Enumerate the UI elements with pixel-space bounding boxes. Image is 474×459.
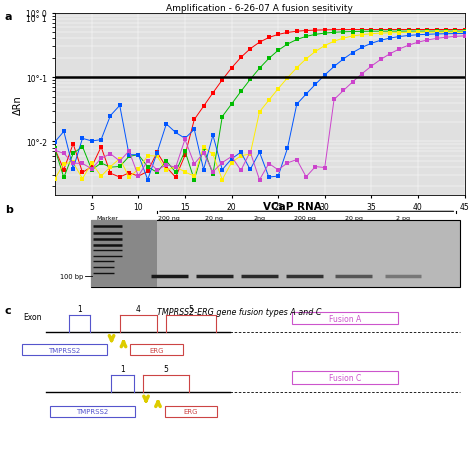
Text: TMPRSS2-ERG gene fusion types A and C: TMPRSS2-ERG gene fusion types A and C [157, 308, 322, 316]
FancyBboxPatch shape [22, 344, 107, 356]
Text: 2 pg: 2 pg [396, 216, 410, 221]
Text: b: b [5, 204, 13, 214]
Text: ERG: ERG [184, 408, 198, 414]
FancyBboxPatch shape [165, 406, 217, 417]
Text: 5: 5 [164, 364, 168, 373]
Text: 20 pg: 20 pg [345, 216, 363, 221]
Text: 1: 1 [120, 364, 125, 373]
Text: 1: 1 [77, 304, 82, 313]
FancyBboxPatch shape [50, 406, 135, 417]
FancyBboxPatch shape [130, 344, 183, 356]
Text: Fusion C: Fusion C [329, 374, 361, 382]
Text: 200 pg: 200 pg [294, 216, 316, 221]
Text: 100 bp: 100 bp [60, 273, 83, 279]
Text: Exon: Exon [23, 313, 42, 322]
Text: 200 ng: 200 ng [158, 216, 180, 221]
Text: a: a [5, 11, 12, 22]
Text: 20 ng: 20 ng [205, 216, 223, 221]
Text: 5: 5 [189, 304, 193, 313]
FancyBboxPatch shape [91, 221, 460, 288]
Text: TMPRSS2: TMPRSS2 [76, 408, 109, 414]
FancyBboxPatch shape [91, 221, 157, 288]
Text: Marker: Marker [97, 216, 119, 221]
FancyBboxPatch shape [292, 372, 398, 384]
Text: 4: 4 [136, 304, 141, 313]
Text: 2ng: 2ng [254, 216, 265, 221]
Text: c: c [5, 305, 11, 315]
Text: Fusion A: Fusion A [329, 314, 361, 323]
Text: ERG: ERG [149, 347, 164, 353]
Y-axis label: ΔRn: ΔRn [13, 95, 23, 114]
FancyBboxPatch shape [292, 312, 398, 325]
Text: 10° 1: 10° 1 [26, 15, 46, 24]
Title: Amplification - 6-26-07 A fusion sesitivity: Amplification - 6-26-07 A fusion sesitiv… [166, 4, 353, 13]
Text: TMPRSS2: TMPRSS2 [48, 347, 81, 353]
Text: VCaP RNA: VCaP RNA [263, 202, 322, 212]
